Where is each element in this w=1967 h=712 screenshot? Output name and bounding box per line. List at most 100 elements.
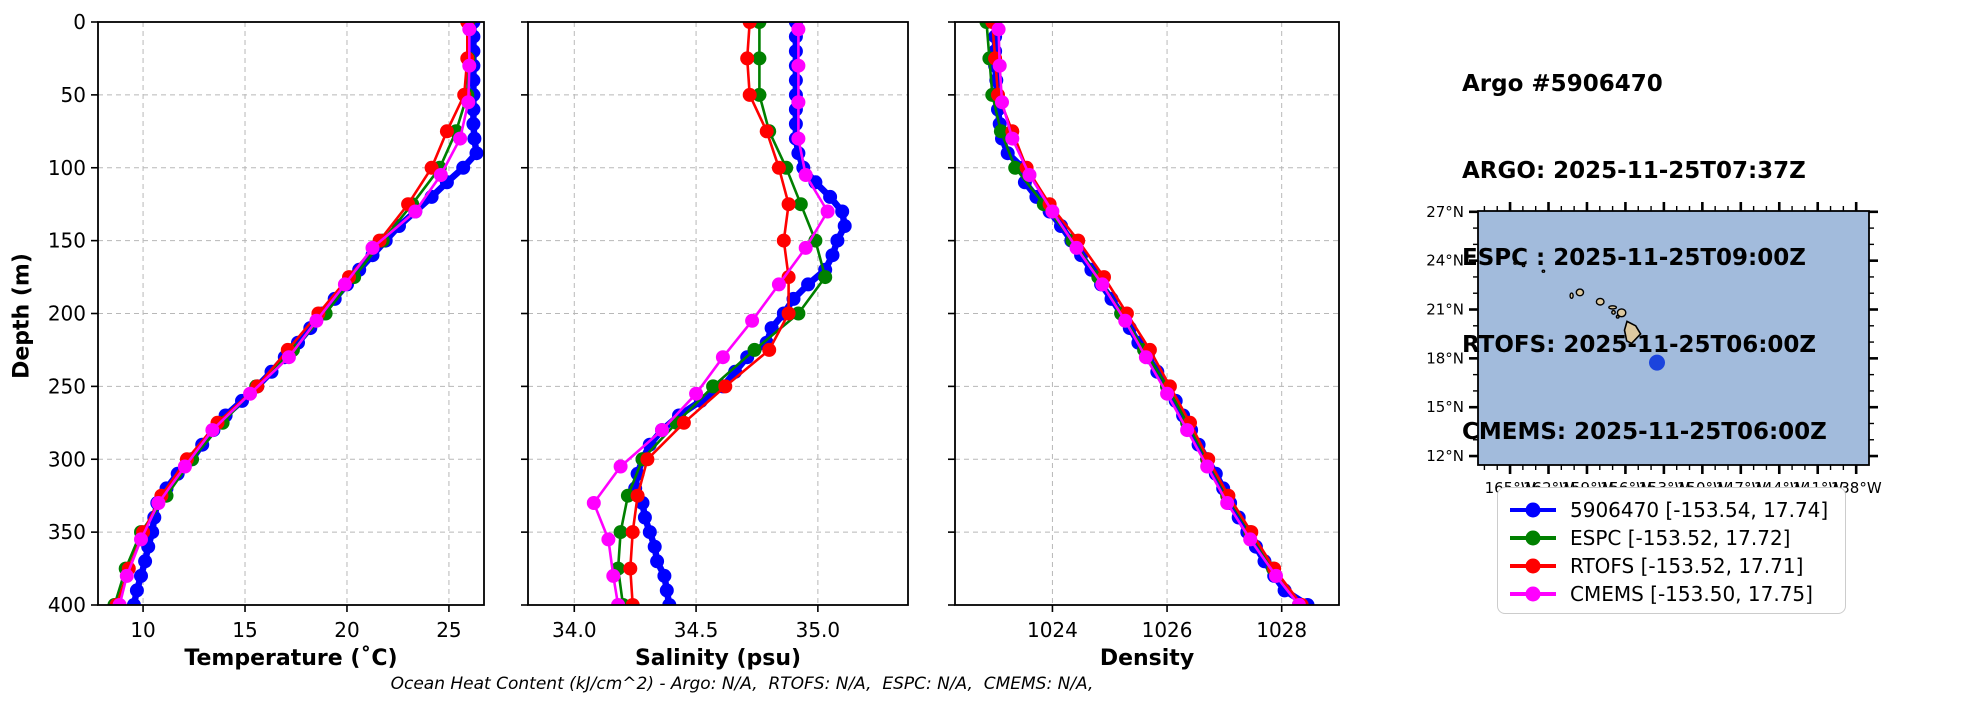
5906470-marker bbox=[467, 131, 482, 146]
espc-marker bbox=[752, 87, 767, 102]
cmems-marker bbox=[462, 58, 477, 73]
cmems-profile-line bbox=[118, 29, 471, 605]
x-tick-label: 10 bbox=[130, 618, 155, 642]
cmems-marker bbox=[715, 350, 730, 365]
rtofs-marker bbox=[718, 379, 733, 394]
5906470-marker bbox=[650, 554, 665, 569]
5906470-marker bbox=[788, 44, 803, 59]
cmems-marker bbox=[1160, 386, 1175, 401]
espc-marker bbox=[1008, 160, 1023, 175]
rtofs-marker bbox=[771, 160, 786, 175]
map-border bbox=[1477, 210, 1870, 466]
legend-label: 5906470 [-153.54, 17.74] bbox=[1570, 498, 1829, 522]
cmems-marker bbox=[798, 168, 813, 182]
5906470-marker bbox=[637, 510, 652, 525]
legend-marker-sample bbox=[1525, 586, 1541, 602]
rtofs-marker bbox=[676, 415, 691, 430]
cmems-marker bbox=[745, 313, 760, 328]
cmems-marker bbox=[606, 568, 621, 583]
cmems-marker bbox=[820, 204, 835, 219]
x-tick-label: 15 bbox=[232, 618, 257, 642]
rtofs-marker bbox=[740, 51, 755, 66]
rtofs-marker bbox=[781, 270, 796, 285]
5906470-marker bbox=[786, 291, 801, 306]
cmems-marker bbox=[281, 350, 296, 365]
5906470-marker bbox=[657, 568, 672, 583]
series-group bbox=[586, 22, 852, 605]
legend-label: RTOFS [-153.52, 17.71] bbox=[1570, 554, 1804, 578]
5906470-marker bbox=[662, 598, 677, 605]
cmems-marker bbox=[177, 459, 192, 474]
location-map: 165°W162°W159°W156°W153°W150°W147°W144°W… bbox=[1426, 202, 1882, 497]
island-hawaii bbox=[1623, 320, 1642, 345]
rtofs-time-line: RTOFS: 2025-11-25T06:00Z bbox=[1462, 332, 1817, 358]
cmems-marker bbox=[461, 95, 476, 110]
5906470-marker bbox=[830, 233, 845, 248]
legend-line-sample bbox=[1510, 558, 1556, 574]
title-block: Argo #5906470 ARGO: 2025-11-25T07:37Z ES… bbox=[1462, 12, 1827, 505]
rtofs-marker bbox=[781, 306, 796, 321]
5906470-marker bbox=[469, 146, 484, 161]
rtofs-marker bbox=[781, 197, 796, 212]
legend-line-sample bbox=[1510, 586, 1556, 602]
depth-tick-label: 300 bbox=[48, 447, 86, 471]
5906470-marker bbox=[825, 248, 840, 263]
cmems-profile-line bbox=[997, 29, 1300, 605]
cmems-marker bbox=[586, 496, 601, 510]
rtofs-marker bbox=[742, 22, 757, 29]
espc-marker bbox=[613, 525, 628, 540]
depth-tick-label: 100 bbox=[48, 156, 86, 180]
cmems-marker bbox=[689, 386, 704, 401]
depth-tick-label: 200 bbox=[48, 302, 86, 326]
rtofs-marker bbox=[762, 342, 777, 357]
cmems-marker bbox=[601, 532, 616, 547]
rtofs-marker bbox=[439, 124, 454, 139]
density-axis-title: Density bbox=[1099, 646, 1195, 671]
salinity-axis-title: Salinity (psu) bbox=[634, 646, 802, 671]
cmems-marker bbox=[1180, 423, 1195, 438]
rtofs-marker bbox=[625, 598, 640, 605]
legend-label: ESPC [-153.52, 17.72] bbox=[1570, 526, 1791, 550]
cmems-marker bbox=[1005, 131, 1020, 146]
float-position-marker bbox=[1649, 354, 1665, 371]
cmems-marker bbox=[453, 131, 468, 146]
cmems-marker bbox=[771, 277, 786, 292]
depth-tick-label: 0 bbox=[73, 10, 86, 34]
legend-line-sample bbox=[1510, 530, 1556, 546]
island-oahu bbox=[1595, 297, 1605, 306]
map-lat-label: 27°N bbox=[1426, 203, 1464, 221]
cmems-marker bbox=[408, 204, 423, 219]
rtofs-marker bbox=[623, 561, 638, 576]
island-maui bbox=[1616, 308, 1627, 318]
legend-marker-sample bbox=[1525, 530, 1541, 546]
cmems-marker bbox=[365, 240, 380, 255]
legend-item-rtofs: RTOFS [-153.52, 17.71] bbox=[1510, 552, 1839, 580]
cmems-marker bbox=[1069, 240, 1084, 255]
x-tick-label: 20 bbox=[334, 618, 359, 642]
5906470-marker bbox=[134, 568, 148, 583]
cmems-marker bbox=[1138, 350, 1153, 365]
cmems-marker bbox=[151, 496, 166, 510]
5906470-marker bbox=[801, 277, 816, 292]
rtofs-marker bbox=[776, 233, 791, 248]
cmems-marker bbox=[613, 459, 628, 474]
x-tick-label: 1028 bbox=[1256, 618, 1307, 642]
cmems-time-line: CMEMS: 2025-11-25T06:00Z bbox=[1462, 419, 1827, 445]
cmems-marker bbox=[1045, 204, 1060, 219]
cmems-marker bbox=[1095, 277, 1110, 292]
5906470-marker bbox=[788, 117, 803, 131]
map-lat-label: 12°N bbox=[1426, 447, 1464, 465]
island-niihau bbox=[1569, 292, 1574, 300]
cmems-marker bbox=[119, 568, 134, 583]
panel-salinity-psu: 34.0 34.5 35.0 bbox=[521, 21, 909, 642]
5906470-marker bbox=[642, 525, 657, 540]
rtofs-marker bbox=[640, 452, 655, 467]
island-speck-3 bbox=[1541, 269, 1546, 273]
espc-marker bbox=[793, 197, 808, 212]
cmems-marker bbox=[1291, 598, 1306, 605]
cmems-marker bbox=[791, 131, 806, 146]
espc-marker bbox=[620, 488, 635, 503]
